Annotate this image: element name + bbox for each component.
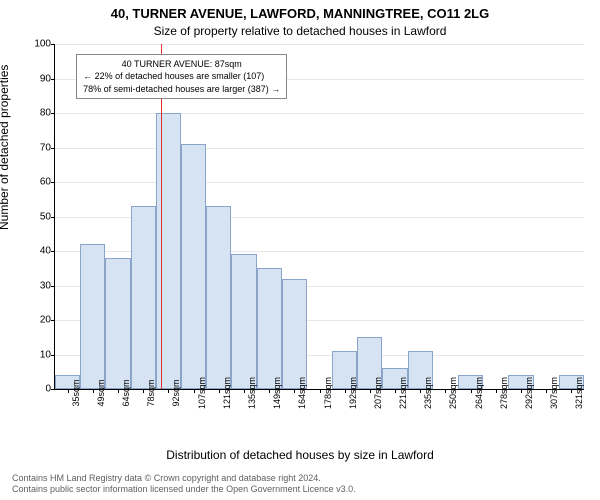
xtick-label: 307sqm: [549, 377, 559, 409]
xtick-mark: [345, 389, 346, 393]
xtick-mark: [68, 389, 69, 393]
bar: [80, 244, 105, 389]
ytick-mark: [51, 320, 55, 321]
ytick-mark: [51, 217, 55, 218]
xtick-label: 121sqm: [222, 377, 232, 409]
xtick-mark: [194, 389, 195, 393]
xtick-label: 164sqm: [297, 377, 307, 409]
xtick-label: 107sqm: [197, 377, 207, 409]
ytick-mark: [51, 113, 55, 114]
xtick-label: 135sqm: [247, 377, 257, 409]
xtick-label: 264sqm: [474, 377, 484, 409]
xtick-mark: [370, 389, 371, 393]
xtick-label: 178sqm: [323, 377, 333, 409]
annotation-line: 40 TURNER AVENUE: 87sqm: [83, 58, 280, 70]
ytick-label: 40: [40, 246, 51, 257]
bar: [231, 254, 256, 389]
ytick-mark: [51, 355, 55, 356]
gridline: [55, 182, 584, 183]
xtick-mark: [168, 389, 169, 393]
xtick-mark: [320, 389, 321, 393]
ytick-label: 0: [45, 384, 51, 395]
bar: [257, 268, 282, 389]
xtick-mark: [294, 389, 295, 393]
gridline: [55, 148, 584, 149]
gridline: [55, 44, 584, 45]
xtick-mark: [244, 389, 245, 393]
chart-container: 40, TURNER AVENUE, LAWFORD, MANNINGTREE,…: [0, 0, 600, 500]
ytick-label: 70: [40, 142, 51, 153]
bar: [206, 206, 231, 389]
footer-attribution: Contains HM Land Registry data © Crown c…: [12, 473, 356, 496]
ytick-mark: [51, 148, 55, 149]
ytick-label: 90: [40, 73, 51, 84]
ytick-label: 30: [40, 280, 51, 291]
xtick-mark: [445, 389, 446, 393]
xtick-label: 192sqm: [348, 377, 358, 409]
ytick-mark: [51, 44, 55, 45]
ytick-label: 60: [40, 177, 51, 188]
ytick-label: 20: [40, 315, 51, 326]
ytick-mark: [51, 79, 55, 80]
ytick-label: 50: [40, 211, 51, 222]
ytick-mark: [51, 182, 55, 183]
bar: [156, 113, 181, 389]
annotation-box: 40 TURNER AVENUE: 87sqm← 22% of detached…: [76, 54, 287, 98]
plot-area: 010203040506070809010035sqm49sqm64sqm78s…: [54, 44, 584, 390]
xtick-mark: [571, 389, 572, 393]
annotation-line: ← 22% of detached houses are smaller (10…: [83, 70, 280, 82]
bar: [131, 206, 156, 389]
xtick-label: 250sqm: [448, 377, 458, 409]
footer-line-2: Contains public sector information licen…: [12, 484, 356, 496]
xtick-mark: [471, 389, 472, 393]
ytick-mark: [51, 251, 55, 252]
xtick-label: 292sqm: [524, 377, 534, 409]
xtick-mark: [143, 389, 144, 393]
ytick-mark: [51, 389, 55, 390]
xtick-mark: [521, 389, 522, 393]
xtick-label: 149sqm: [272, 377, 282, 409]
xtick-mark: [496, 389, 497, 393]
bar: [105, 258, 130, 389]
y-axis-label: Number of detached properties: [0, 65, 11, 230]
xtick-label: 64sqm: [121, 379, 131, 406]
xtick-mark: [219, 389, 220, 393]
bar: [282, 279, 307, 389]
title-sub: Size of property relative to detached ho…: [0, 24, 600, 38]
xtick-label: 278sqm: [499, 377, 509, 409]
ytick-label: 80: [40, 108, 51, 119]
xtick-mark: [269, 389, 270, 393]
title-main: 40, TURNER AVENUE, LAWFORD, MANNINGTREE,…: [0, 6, 600, 21]
xtick-label: 35sqm: [71, 379, 81, 406]
xtick-label: 321sqm: [574, 377, 584, 409]
ytick-label: 100: [34, 39, 51, 50]
ytick-mark: [51, 286, 55, 287]
xtick-label: 92sqm: [171, 379, 181, 406]
xtick-mark: [395, 389, 396, 393]
xtick-mark: [118, 389, 119, 393]
xtick-label: 49sqm: [96, 379, 106, 406]
xtick-label: 235sqm: [423, 377, 433, 409]
annotation-line: 78% of semi-detached houses are larger (…: [83, 83, 280, 95]
xtick-label: 207sqm: [373, 377, 383, 409]
x-axis-label: Distribution of detached houses by size …: [0, 448, 600, 462]
bar: [181, 144, 206, 389]
xtick-mark: [420, 389, 421, 393]
xtick-label: 221sqm: [398, 377, 408, 409]
xtick-mark: [93, 389, 94, 393]
footer-line-1: Contains HM Land Registry data © Crown c…: [12, 473, 356, 485]
xtick-label: 78sqm: [146, 379, 156, 406]
gridline: [55, 113, 584, 114]
xtick-mark: [546, 389, 547, 393]
ytick-label: 10: [40, 349, 51, 360]
